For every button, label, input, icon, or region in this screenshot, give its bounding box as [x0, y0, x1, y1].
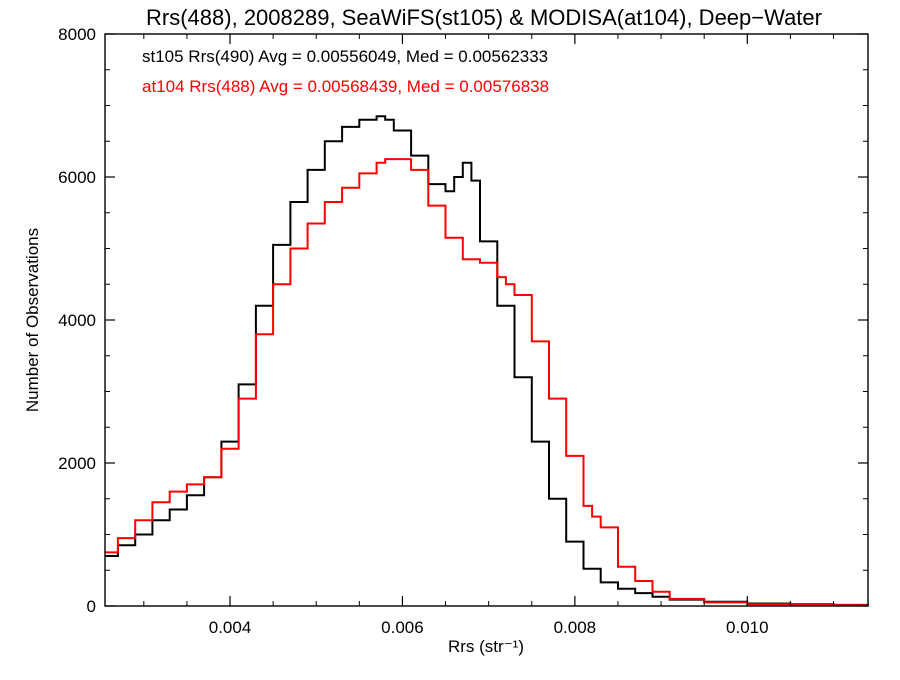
y-tick-label: 6000 — [58, 168, 96, 187]
x-tick-label: 0.010 — [726, 618, 769, 637]
y-tick-label: 2000 — [58, 454, 96, 473]
x-axis: 0.004 0.006 0.008 0.010 — [143, 34, 835, 637]
y-tick-label: 4000 — [58, 311, 96, 330]
x-tick-label: 0.004 — [209, 618, 252, 637]
y-tick-label: 0 — [87, 597, 96, 616]
y-tick-label: 8000 — [58, 25, 96, 44]
y-axis: 0 2000 4000 6000 8000 — [58, 25, 868, 616]
x-tick-label: 0.008 — [554, 618, 597, 637]
x-tick-label: 0.006 — [381, 618, 424, 637]
y-axis-title: Number of Observations — [23, 228, 42, 412]
series-line-1 — [105, 158, 869, 607]
chart-title: Rrs(488), 2008289, SeaWiFS(st105) & MODI… — [146, 5, 822, 30]
legend-entry-at104: at104 Rrs(488) Avg = 0.00568439, Med = 0… — [142, 77, 549, 96]
series-layer — [105, 115, 869, 607]
x-axis-title: Rrs (str⁻¹) — [448, 637, 524, 656]
legend-entry-st105: st105 Rrs(490) Avg = 0.00556049, Med = 0… — [142, 47, 548, 66]
